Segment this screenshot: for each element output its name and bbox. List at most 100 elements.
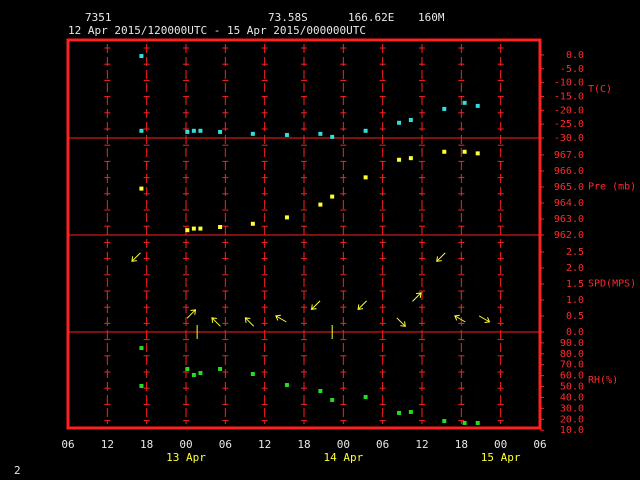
point: [442, 149, 447, 154]
y-tick-label: -10.0: [554, 78, 584, 89]
wind-arrow: [244, 317, 255, 327]
y-axis-label: Pre (mb): [588, 182, 636, 193]
y-tick-label: 964.0: [554, 198, 584, 209]
point: [408, 118, 413, 123]
point: [330, 194, 335, 199]
date-label: 15 Apr: [481, 451, 521, 464]
x-tick-label: 06: [376, 438, 389, 451]
y-tick-label: 10.0: [560, 425, 584, 436]
y-tick-label: -15.0: [554, 91, 584, 102]
page-number: 2: [14, 464, 21, 477]
point: [250, 372, 255, 376]
point: [408, 156, 413, 161]
point: [475, 151, 480, 156]
point: [363, 395, 368, 400]
point: [462, 420, 467, 425]
y-tick-label: 2.0: [566, 263, 584, 274]
latitude: 73.58S: [268, 11, 308, 24]
y-tick-label: -5.0: [560, 64, 584, 75]
y-tick-label: 0.0: [566, 327, 584, 338]
y-tick-label: 0.0: [566, 50, 584, 61]
point: [139, 346, 144, 351]
x-tick-label: 12: [101, 438, 114, 451]
wind-arrow: [357, 300, 367, 310]
x-tick-label: 18: [140, 438, 153, 451]
point: [475, 103, 480, 108]
y-tick-label: 30.0: [560, 403, 584, 414]
x-tick-label: 00: [179, 438, 192, 451]
point: [198, 128, 203, 133]
wind-arrow: [186, 309, 197, 319]
point: [139, 384, 144, 388]
x-tick-label: 06: [219, 438, 232, 451]
wind-arrow: [131, 252, 141, 262]
point: [250, 221, 255, 226]
point: [284, 215, 289, 220]
x-tick-label: 18: [297, 438, 310, 451]
y-tick-label: 70.0: [560, 360, 584, 371]
point: [318, 131, 323, 136]
point: [330, 397, 335, 402]
y-tick-label: -25.0: [554, 119, 584, 130]
y-tick-label: 50.0: [560, 382, 584, 393]
y-axis-label: SPD(MPS): [588, 279, 636, 290]
point: [397, 410, 402, 415]
x-tick-label: 06: [61, 438, 74, 451]
point: [284, 383, 289, 388]
marks: [131, 54, 491, 425]
wind-arrow: [275, 314, 287, 323]
x-tick-label: 18: [455, 438, 468, 451]
point: [397, 157, 402, 162]
y-axis-label: RH(%): [588, 375, 618, 386]
station-id: 7351: [85, 11, 112, 24]
point: [363, 128, 368, 133]
point: [139, 128, 144, 133]
point: [198, 226, 203, 231]
y-tick-label: -20.0: [554, 105, 584, 116]
point: [250, 131, 255, 136]
longitude: 166.62E: [348, 11, 394, 24]
point: [442, 106, 447, 111]
wind-arrow: [436, 252, 446, 262]
elevation: 160M: [418, 11, 445, 24]
y-tick-label: 60.0: [560, 371, 584, 382]
point: [218, 129, 223, 134]
y-tick-label: 966.0: [554, 166, 584, 177]
x-tick-label: 06: [533, 438, 546, 451]
frame: [66, 38, 542, 430]
point: [191, 128, 196, 133]
point: [397, 120, 402, 125]
wind-arrow: [478, 315, 491, 323]
wind-arrow: [454, 314, 466, 323]
point: [284, 132, 289, 137]
y-tick-label: 20.0: [560, 414, 584, 425]
y-tick-label: -30.0: [554, 133, 584, 144]
wind-arrow: [310, 300, 321, 310]
y-axis-label: T(C): [588, 84, 612, 95]
date-label: 14 Apr: [323, 451, 363, 464]
point: [185, 129, 190, 134]
point: [408, 409, 413, 414]
point: [462, 149, 467, 154]
y-tick-label: 967.0: [554, 150, 584, 161]
y-tick-label: 40.0: [560, 392, 584, 403]
point: [475, 420, 480, 425]
date-label: 13 Apr: [166, 451, 206, 464]
y-tick-label: 2.5: [566, 247, 584, 258]
point: [185, 366, 190, 371]
point: [318, 389, 323, 394]
period: 12 Apr 2015/120000UTC - 15 Apr 2015/0000…: [68, 24, 366, 37]
wind-arrow: [396, 317, 406, 327]
point: [191, 226, 196, 231]
y-tick-label: 0.5: [566, 311, 584, 322]
point: [139, 54, 144, 59]
x-tick-label: 00: [494, 438, 507, 451]
wind-arrow: [412, 292, 422, 302]
point: [191, 372, 196, 377]
y-tick-label: 962.0: [554, 230, 584, 241]
point: [185, 228, 190, 233]
point: [462, 100, 467, 105]
x-tick-label: 12: [415, 438, 428, 451]
y-tick-label: 90.0: [560, 338, 584, 349]
